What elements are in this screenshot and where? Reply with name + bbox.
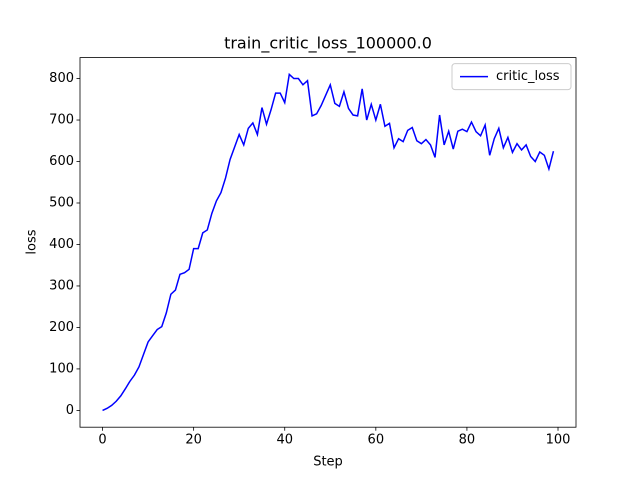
- legend-box: [451, 63, 572, 91]
- x-tick-label: 20: [185, 433, 202, 448]
- legend-label: critic_loss: [496, 69, 560, 84]
- x-axis-label: Step: [313, 455, 343, 470]
- chart-title: train_critic_loss_100000.0: [224, 34, 432, 54]
- y-axis-label: loss: [25, 229, 40, 254]
- y-tick-label: 600: [49, 154, 74, 169]
- y-tick-label: 0: [66, 403, 74, 418]
- line-series: [102, 72, 555, 412]
- y-tick-label: 800: [49, 71, 74, 86]
- y-tick-label: 700: [49, 113, 74, 128]
- x-tick-label: 60: [368, 433, 385, 448]
- plot-frame: [79, 57, 577, 428]
- x-tick-label: 80: [459, 433, 476, 448]
- y-tick-label: 200: [49, 320, 74, 335]
- y-tick-label: 500: [49, 195, 74, 210]
- x-tick-label: 100: [546, 433, 571, 448]
- y-tick-label: 300: [49, 278, 74, 293]
- x-tick-label: 0: [98, 433, 106, 448]
- x-tick-label: 40: [276, 433, 293, 448]
- y-tick-label: 100: [49, 361, 74, 376]
- y-tick-label: 400: [49, 237, 74, 252]
